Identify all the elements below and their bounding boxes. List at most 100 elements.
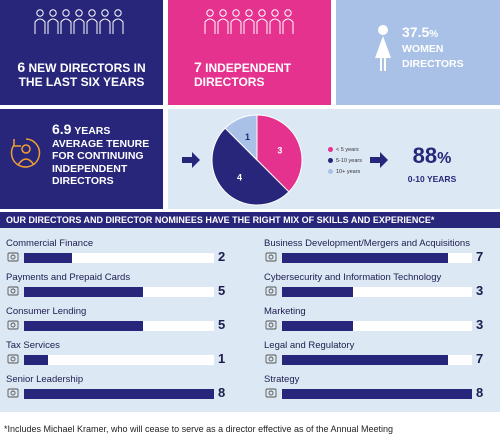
skill-row: Payments and Prepaid Cards 5 (6, 272, 232, 302)
skill-name: Legal and Regulatory (264, 340, 355, 351)
tenure-pie-chart: 3 4 1 (211, 114, 303, 206)
footnote: *Includes Michael Kramer, who will cease… (4, 424, 394, 434)
skill-row: Business Development/Mergers and Acquisi… (264, 238, 490, 268)
skill-bar-track (24, 389, 214, 399)
woman-icon (375, 25, 391, 71)
finance-icon (6, 250, 20, 264)
skill-value: 8 (476, 385, 484, 400)
new-directors-line2: THE LAST SIX YEARS (18, 75, 145, 89)
skill-name: Senior Leadership (6, 374, 84, 385)
skill-row: Legal and Regulatory 7 (264, 340, 490, 370)
skill-value: 7 (476, 351, 484, 366)
independent-line2: DIRECTORS (194, 75, 265, 89)
skill-value: 1 (218, 351, 226, 366)
legend-label: < 5 years (336, 147, 359, 153)
skill-bar-fill (282, 253, 449, 263)
skill-bar-fill (282, 355, 449, 365)
tenure-pct-unit: % (437, 150, 452, 167)
skill-bar-fill (24, 355, 48, 365)
new-directors-tile: 6 NEW DIRECTORS IN THE LAST SIX YEARS (0, 0, 163, 105)
skill-row: Strategy 8 (264, 374, 490, 404)
women-line1: WOMEN (402, 43, 444, 55)
skill-row: Tax Services 1 (6, 340, 232, 370)
skills-panel: OUR DIRECTORS AND DIRECTOR NOMINEES HAVE… (0, 212, 500, 412)
skill-bar-fill (282, 389, 472, 399)
skill-name: Business Development/Mergers and Acquisi… (264, 238, 470, 249)
skill-value: 3 (476, 283, 484, 298)
tenure-number: 6.9 (52, 121, 72, 137)
new-directors-line1: NEW DIRECTORS IN (25, 61, 146, 75)
legend-dot (328, 158, 333, 164)
women-unit: % (429, 29, 439, 40)
pie-slice-label: 4 (237, 173, 242, 183)
skill-value: 3 (476, 317, 484, 332)
skill-name: Marketing (264, 306, 306, 317)
skill-row: Marketing 3 (264, 306, 490, 336)
legend-dot (328, 147, 333, 153)
card-icon (6, 284, 20, 298)
skill-bar-track (282, 321, 472, 331)
skills-title: OUR DIRECTORS AND DIRECTOR NOMINEES HAVE… (0, 212, 500, 228)
skill-bar-track (24, 287, 214, 297)
independent-directors-tile: 7 INDEPENDENT DIRECTORS (168, 0, 331, 105)
lending-icon (6, 318, 20, 332)
skill-bar-fill (282, 321, 354, 331)
skill-bar-fill (282, 287, 354, 297)
skill-name: Cybersecurity and Information Technology (264, 272, 442, 283)
independent-number: 7 (194, 59, 202, 75)
arrow-right-icon (370, 152, 388, 168)
pie-slice (224, 114, 258, 162)
skill-name: Strategy (264, 374, 300, 385)
legend-item: 10+ years (328, 169, 360, 175)
cyber-icon (264, 284, 278, 298)
skill-bar-fill (24, 287, 143, 297)
legend-label: 5-10 years (336, 158, 362, 164)
pie-slice (256, 114, 303, 193)
tenure-unit: YEARS (71, 125, 111, 137)
tenure-tile: 6.9 YEARS AVERAGE TENURE FOR CONTINUING … (0, 109, 163, 209)
pie-slice-label: 1 (245, 132, 250, 142)
skill-bar-track (282, 355, 472, 365)
strategy-icon (264, 386, 278, 400)
skill-bar-fill (24, 321, 143, 331)
skill-name: Consumer Lending (6, 306, 87, 317)
skill-bar-track (24, 253, 214, 263)
skill-row: Commercial Finance 2 (6, 238, 232, 268)
arrow-right-icon (182, 152, 200, 168)
legend-item: 5-10 years (328, 158, 362, 164)
skill-name: Payments and Prepaid Cards (6, 272, 131, 283)
tenure-breakdown-panel: 3 4 1 < 5 years 5-10 years 10+ years 88% 0… (168, 109, 500, 209)
skill-bar-fill (24, 389, 214, 399)
new-directors-number: 6 (17, 59, 26, 75)
skill-bar-track (24, 321, 214, 331)
skill-row: Consumer Lending 5 (6, 306, 232, 336)
legend-item: < 5 years (328, 147, 359, 153)
women-directors-tile: 37.5% WOMEN DIRECTORS (336, 0, 500, 105)
tenure-line4: INDEPENDENT (52, 162, 128, 175)
legal-icon (264, 352, 278, 366)
tenure-line3: FOR CONTINUING (52, 150, 144, 162)
skill-row: Cybersecurity and Information Technology… (264, 272, 490, 302)
tenure-line2: AVERAGE TENURE (52, 137, 150, 150)
business-icon (264, 250, 278, 264)
tenure-line5: DIRECTORS (52, 175, 114, 187)
skill-row: Senior Leadership 8 (6, 374, 232, 404)
marketing-icon (264, 318, 278, 332)
skill-bar-track (282, 287, 472, 297)
skill-value: 7 (476, 249, 484, 264)
skill-bar-fill (24, 253, 72, 263)
leadership-icon (6, 386, 20, 400)
skill-name: Tax Services (6, 340, 60, 351)
skill-value: 2 (218, 249, 226, 264)
skill-bar-track (24, 355, 214, 365)
legend-dot (328, 169, 333, 175)
skill-bar-track (282, 253, 472, 263)
skill-value: 5 (218, 317, 226, 332)
independent-line1: INDEPENDENT (201, 61, 292, 75)
women-line2: DIRECTORS (402, 58, 464, 70)
director-group-icon (34, 9, 124, 34)
pie-slice-label: 3 (277, 146, 282, 156)
pie-slice (211, 127, 290, 206)
legend-label: 10+ years (336, 169, 361, 175)
skill-value: 5 (218, 283, 226, 298)
